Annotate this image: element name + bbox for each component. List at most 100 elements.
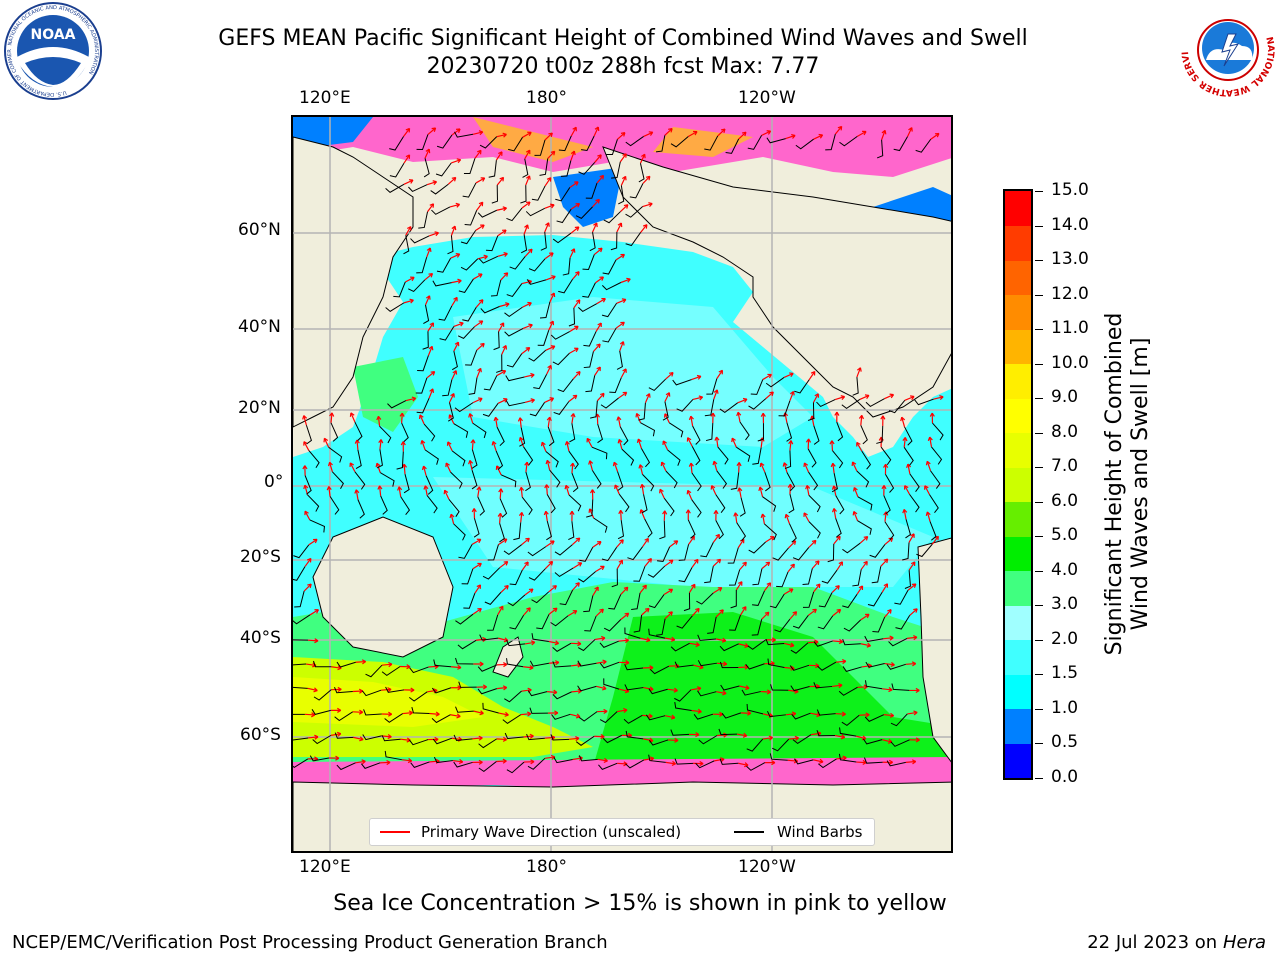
wave-arrow-head bbox=[337, 707, 342, 713]
wind-barb bbox=[766, 137, 786, 144]
wind-barb bbox=[585, 182, 598, 199]
wave-arrow bbox=[859, 536, 869, 544]
wave-arrow-head bbox=[597, 322, 602, 328]
wave-arrow-head bbox=[789, 642, 795, 648]
wave-arrow bbox=[541, 442, 547, 452]
wave-arrow bbox=[860, 561, 868, 570]
wind-barb bbox=[674, 689, 692, 702]
wind-barb bbox=[865, 398, 885, 407]
wind-barb bbox=[865, 661, 885, 668]
wind-barb bbox=[808, 521, 821, 539]
colorbar-tick bbox=[1035, 225, 1043, 227]
wind-barb bbox=[435, 162, 452, 177]
wave-arrow bbox=[615, 321, 625, 329]
wave-arrow bbox=[451, 370, 457, 380]
wind-barb bbox=[531, 591, 549, 604]
wave-arrow-head bbox=[478, 320, 484, 325]
wind-barb bbox=[813, 640, 833, 647]
wave-arrow-head bbox=[468, 460, 474, 465]
wind-barb bbox=[599, 661, 620, 669]
wave-arrow bbox=[595, 608, 604, 617]
wave-arrow bbox=[884, 537, 893, 545]
wind-barb bbox=[774, 618, 791, 633]
wave-arrow bbox=[693, 664, 704, 669]
wind-barb bbox=[583, 331, 597, 347]
wave-arrow bbox=[498, 712, 509, 716]
wind-barb bbox=[468, 377, 478, 395]
wave-arrow-head bbox=[480, 342, 485, 348]
wind-barb bbox=[772, 547, 789, 561]
wave-arrow-head bbox=[569, 462, 576, 467]
lat-label: 20°S bbox=[240, 547, 281, 567]
wave-arrow-head bbox=[425, 295, 431, 300]
wave-arrow bbox=[643, 686, 654, 691]
wave-arrow bbox=[808, 641, 819, 644]
wave-arrow-head bbox=[659, 488, 664, 494]
wind-barb bbox=[904, 570, 911, 589]
wave-arrow-head bbox=[529, 664, 534, 671]
wave-arrow-head bbox=[760, 513, 766, 518]
wave-arrow bbox=[783, 588, 794, 595]
wind-barb bbox=[384, 750, 402, 761]
wind-barb bbox=[502, 714, 522, 724]
wind-barb bbox=[718, 728, 737, 736]
wave-arrow-head bbox=[601, 297, 606, 303]
wind-barb bbox=[506, 761, 525, 774]
wave-arrow-head bbox=[504, 585, 509, 590]
wind-barb bbox=[880, 446, 892, 466]
wave-arrow bbox=[859, 394, 870, 400]
wave-arrow bbox=[473, 273, 483, 280]
wave-arrow bbox=[402, 712, 413, 715]
wave-arrow-head bbox=[670, 714, 676, 720]
wave-arrow-head bbox=[851, 461, 857, 466]
wave-arrow bbox=[450, 225, 456, 236]
wave-arrow-head bbox=[478, 735, 483, 741]
wind-barb bbox=[480, 306, 500, 314]
wind-barb bbox=[293, 758, 309, 769]
wave-arrow-head bbox=[409, 298, 414, 304]
wind-barb bbox=[648, 754, 666, 763]
wind-barb bbox=[334, 732, 354, 739]
north-america-landmass bbox=[602, 146, 951, 418]
wave-arrow bbox=[785, 712, 796, 716]
wave-arrow-head bbox=[429, 203, 435, 208]
wind-barb bbox=[423, 304, 430, 324]
wind-barb bbox=[463, 158, 476, 175]
wind-barb bbox=[839, 135, 858, 147]
wind-barb bbox=[354, 471, 366, 490]
wind-barb bbox=[575, 735, 595, 746]
wind-barb bbox=[602, 259, 617, 275]
wave-arrow-head bbox=[335, 755, 340, 761]
wave-arrow bbox=[903, 437, 906, 448]
wave-arrow bbox=[738, 762, 749, 766]
wind-barb bbox=[453, 523, 466, 541]
wind-barb bbox=[627, 546, 643, 561]
wind-barb bbox=[746, 703, 764, 715]
wind-barb bbox=[678, 567, 693, 583]
wave-arrow bbox=[570, 226, 580, 234]
wind-barb bbox=[816, 399, 836, 408]
wave-arrow bbox=[853, 511, 859, 521]
wave-arrow bbox=[617, 132, 626, 140]
wave-arrow bbox=[761, 130, 771, 136]
colorbar-tick bbox=[1035, 363, 1043, 365]
wave-arrow-head bbox=[527, 301, 532, 307]
wave-arrow bbox=[640, 224, 648, 233]
wave-arrow-head bbox=[545, 459, 551, 465]
wave-arrow bbox=[453, 322, 464, 328]
wave-arrow-head bbox=[426, 247, 432, 253]
wave-arrow-head bbox=[622, 391, 628, 397]
wave-arrow-head bbox=[421, 465, 427, 471]
wave-arrow-head bbox=[499, 322, 505, 327]
wind-barb bbox=[381, 735, 401, 742]
wave-arrow bbox=[570, 126, 577, 137]
wave-arrow bbox=[521, 537, 530, 546]
wave-arrow-head bbox=[476, 538, 482, 544]
wind-barb bbox=[752, 568, 763, 586]
wave-arrow bbox=[520, 512, 523, 523]
lat-label: 0° bbox=[264, 472, 284, 492]
wave-arrow-head bbox=[545, 222, 550, 227]
wave-arrow bbox=[405, 397, 416, 402]
wind-barb bbox=[555, 187, 571, 202]
wind-barb bbox=[784, 450, 792, 470]
